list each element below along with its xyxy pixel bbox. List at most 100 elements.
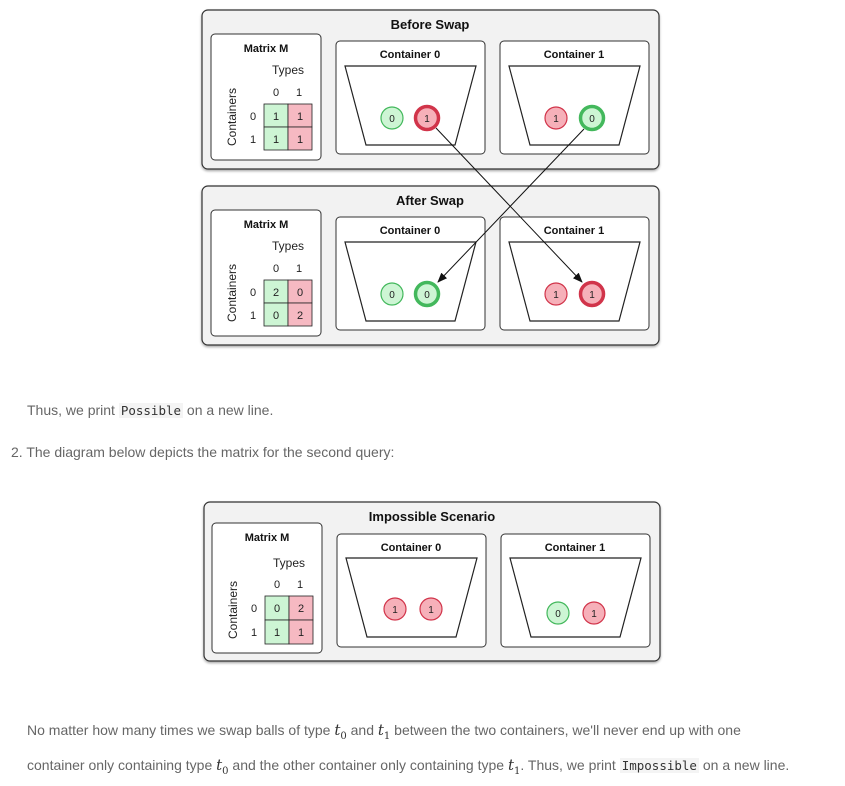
text-span: Thus, we print — [27, 402, 119, 418]
text-span: and — [346, 722, 378, 738]
container-frame — [336, 533, 487, 648]
ball-type-0-highlighted — [578, 104, 606, 132]
container-frame — [335, 40, 486, 155]
ball-label: 1 — [553, 114, 559, 125]
matrix-value: 1 — [298, 627, 304, 639]
types-label: Types — [273, 556, 305, 570]
matrix-value: 1 — [273, 111, 279, 123]
container-label: Container 1 — [545, 542, 606, 554]
bucket-outline — [508, 65, 641, 146]
bucket-outline — [509, 557, 642, 638]
ball-label: 1 — [591, 609, 597, 620]
impossible-scenario-panel: Impossible Scenario Matrix M Types 0 1 C… — [203, 501, 661, 662]
matrix-cell — [288, 619, 314, 645]
ball-type-0 — [380, 282, 404, 306]
ball-label: 1 — [553, 290, 559, 301]
panel-title: After Swap — [396, 193, 464, 208]
matrix-cell — [264, 619, 290, 645]
col-header-0: 0 — [274, 579, 280, 591]
ball-type-1-highlighted — [578, 280, 606, 308]
matrix-value: 2 — [297, 310, 303, 322]
matrix-value: 0 — [273, 310, 279, 322]
container-0: Container 0 1 1 — [336, 533, 487, 648]
row-header-0: 0 — [250, 111, 256, 123]
matrix-value: 1 — [297, 111, 303, 123]
container-label: Container 1 — [544, 49, 605, 61]
math-t0: t0 — [334, 721, 347, 742]
ball-type-1 — [582, 601, 606, 625]
ball-label: 0 — [389, 290, 395, 301]
matrix-box: Matrix M Types 0 1 Containers 0 1 0 2 1 … — [211, 522, 323, 654]
container-label: Container 0 — [380, 49, 441, 61]
ball-type-0-highlighted — [413, 280, 441, 308]
matrix-cell — [287, 302, 313, 327]
ball-label: 0 — [424, 290, 430, 301]
impossible-explanation: No matter how many times we swap balls o… — [27, 716, 842, 786]
swap-arrow-type-1 — [435, 127, 583, 283]
after-swap-panel: After Swap Matrix M Types 0 1 Containers… — [201, 185, 660, 346]
container-label: Container 0 — [381, 542, 442, 554]
panel-title: Before Swap — [391, 17, 470, 32]
container-label: Container 0 — [380, 225, 441, 237]
matrix-title: Matrix M — [244, 219, 289, 231]
matrix-title: Matrix M — [245, 532, 290, 544]
list-item-2: 2. The diagram below depicts the matrix … — [11, 444, 395, 460]
matrix-value: 2 — [298, 603, 304, 615]
text-span: on a new line. — [183, 402, 274, 418]
ball-label: 0 — [389, 114, 395, 125]
ball-label: 0 — [589, 114, 595, 125]
ball-label: 1 — [392, 605, 398, 616]
container-frame — [499, 40, 650, 155]
types-label: Types — [272, 239, 304, 253]
container-frame — [335, 216, 486, 331]
matrix-value: 1 — [297, 134, 303, 146]
matrix-value: 1 — [273, 134, 279, 146]
ball-label: 1 — [424, 114, 430, 125]
text-span: container only containing type — [27, 757, 217, 773]
col-header-1: 1 — [296, 87, 302, 99]
containers-label: Containers — [226, 581, 240, 639]
matrix-value: 0 — [274, 603, 280, 615]
text-span: No matter how many times we swap balls o… — [27, 722, 335, 738]
text-span: . Thus, we print — [520, 757, 620, 773]
swap-arrows — [435, 127, 585, 283]
matrix-value: 0 — [297, 287, 303, 299]
container-1: Container 1 1 0 — [499, 40, 650, 155]
row-header-1: 1 — [250, 310, 256, 322]
types-label: Types — [272, 63, 304, 77]
ball-type-0 — [380, 106, 404, 130]
ball-type-1-highlighted — [413, 104, 441, 132]
inline-code: Impossible — [619, 758, 699, 773]
bucket-outline — [508, 241, 641, 322]
container-frame — [500, 533, 651, 648]
ball-type-1 — [544, 282, 568, 306]
container-label: Container 1 — [544, 225, 605, 237]
math-t1: t1 — [377, 721, 391, 742]
possible-result-text: Thus, we print Possible on a new line. — [27, 402, 273, 418]
bucket-outline — [344, 241, 477, 322]
ball-type-0 — [546, 601, 570, 625]
swap-arrow-type-0 — [437, 128, 585, 283]
matrix-value: 1 — [274, 627, 280, 639]
col-header-1: 1 — [297, 579, 303, 591]
bucket-outline — [344, 65, 477, 146]
math-t1: t1 — [507, 756, 521, 777]
row-header-0: 0 — [251, 603, 257, 615]
math-t0: t0 — [216, 756, 229, 777]
before-swap-panel: Before Swap Matrix M Types 0 1 Container… — [201, 9, 660, 170]
col-header-0: 0 — [273, 263, 279, 275]
col-header-0: 0 — [273, 87, 279, 99]
ball-type-1 — [544, 106, 568, 130]
matrix-value: 2 — [273, 287, 279, 299]
container-0: Container 0 0 0 — [335, 216, 486, 331]
matrix-title: Matrix M — [244, 43, 289, 55]
ball-type-1 — [383, 597, 407, 621]
ball-type-1 — [419, 597, 443, 621]
text-span: and the other container only containing … — [228, 757, 508, 773]
container-0: Container 0 0 1 — [335, 40, 486, 155]
ball-label: 1 — [428, 605, 434, 616]
text-span: between the two containers, we'll never … — [390, 722, 741, 738]
panel-title: Impossible Scenario — [369, 509, 495, 524]
containers-label: Containers — [225, 88, 239, 146]
